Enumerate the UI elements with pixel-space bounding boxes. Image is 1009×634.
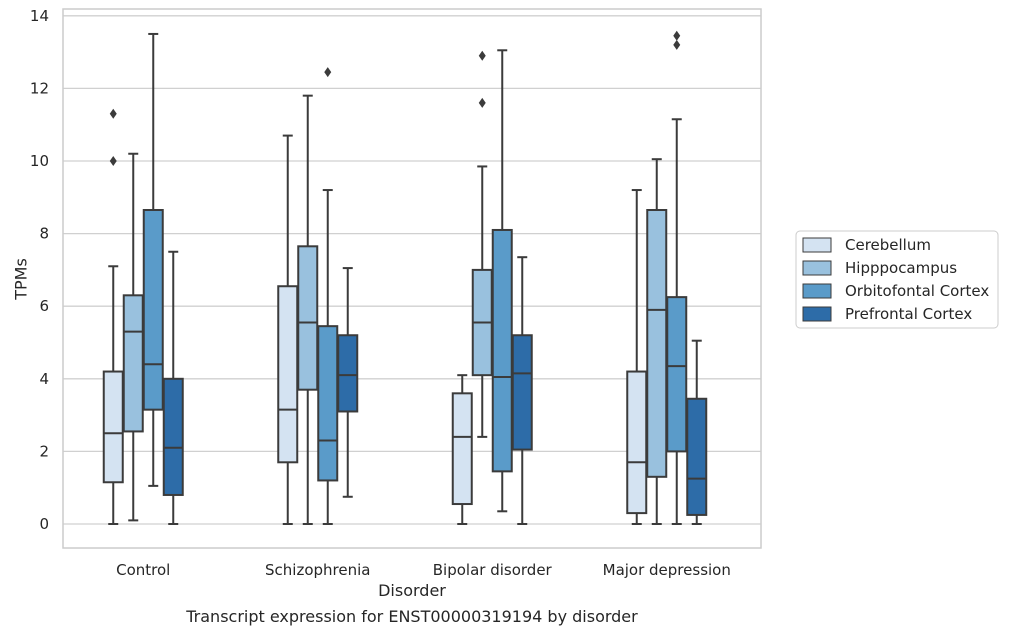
box-hipppocampus xyxy=(122,152,144,522)
box-cerebellum xyxy=(102,108,124,525)
iqr-box xyxy=(102,370,124,484)
iqr-box xyxy=(142,209,164,411)
iqr-box xyxy=(162,377,184,496)
y-tick-label: 6 xyxy=(39,297,49,315)
outlier-point xyxy=(478,50,486,61)
y-tick-label: 4 xyxy=(39,370,49,388)
iqr-box xyxy=(686,397,708,516)
outlier-point xyxy=(324,67,332,78)
legend-label: Prefrontal Cortex xyxy=(845,305,972,323)
iqr-box xyxy=(451,392,473,506)
iqr-box xyxy=(626,370,648,515)
box-hipppocampus xyxy=(297,94,319,525)
box-orbitofontal-cortex xyxy=(666,30,688,525)
y-tick-label: 8 xyxy=(39,225,49,243)
iqr-box xyxy=(666,296,688,453)
outlier-point xyxy=(673,39,681,50)
y-tick-label: 10 xyxy=(30,152,49,170)
box-prefrontal-cortex xyxy=(162,250,184,525)
iqr-box xyxy=(277,285,299,464)
legend-swatch xyxy=(802,283,832,299)
y-axis-title: TPMs xyxy=(12,258,31,301)
chart-caption: Transcript expression for ENST0000031919… xyxy=(185,607,638,626)
outlier-point xyxy=(109,156,117,166)
x-axis-title: Disorder xyxy=(378,581,446,600)
x-tick-label: Bipolar disorder xyxy=(433,561,553,579)
legend-label: Cerebellum xyxy=(845,236,931,254)
box-hipppocampus xyxy=(646,158,668,525)
iqr-box xyxy=(337,334,359,413)
x-tick-label: Control xyxy=(116,561,170,579)
x-tick-labels: Control Schizophrenia Bipolar disorder Majo… xyxy=(116,561,731,579)
y-tick-label: 2 xyxy=(39,442,49,460)
box-orbitofontal-cortex xyxy=(491,49,513,513)
outlier-point xyxy=(478,97,486,108)
box-prefrontal-cortex xyxy=(511,256,533,525)
y-tick-label: 0 xyxy=(39,515,49,533)
legend-frame xyxy=(795,230,999,329)
outlier-point xyxy=(109,108,117,119)
box-prefrontal-cortex xyxy=(686,339,708,525)
box-prefrontal-cortex xyxy=(337,267,359,498)
iqr-box xyxy=(317,325,339,482)
legend-swatch xyxy=(802,260,832,276)
outlier-point xyxy=(673,30,681,41)
iqr-box xyxy=(646,209,668,478)
legend-label: Hipppocampus xyxy=(845,259,957,277)
legend-label: Orbitofontal Cortex xyxy=(845,282,989,300)
y-tick-labels: 0 2 4 6 8 10 12 14 xyxy=(30,7,49,533)
plot-frame xyxy=(62,8,762,549)
box-cerebellum xyxy=(451,374,473,525)
legend-swatch xyxy=(802,306,832,322)
x-tick-label: Major depression xyxy=(603,561,731,579)
iqr-box xyxy=(122,294,144,433)
iqr-box xyxy=(491,228,513,473)
box-cerebellum xyxy=(277,134,299,525)
box-groups xyxy=(102,30,708,525)
box-hipppocampus xyxy=(471,50,493,438)
y-tick-label: 12 xyxy=(30,79,49,97)
box-orbitofontal-cortex xyxy=(142,32,164,487)
iqr-box xyxy=(297,245,319,391)
x-tick-label: Schizophrenia xyxy=(265,561,370,579)
y-tick-label: 14 xyxy=(30,7,49,25)
box-orbitofontal-cortex xyxy=(317,67,339,525)
legend-swatch xyxy=(802,237,832,253)
legend: Cerebellum Hipppocampus Orbitofontal Corte… xyxy=(795,230,999,329)
iqr-box xyxy=(511,334,533,451)
